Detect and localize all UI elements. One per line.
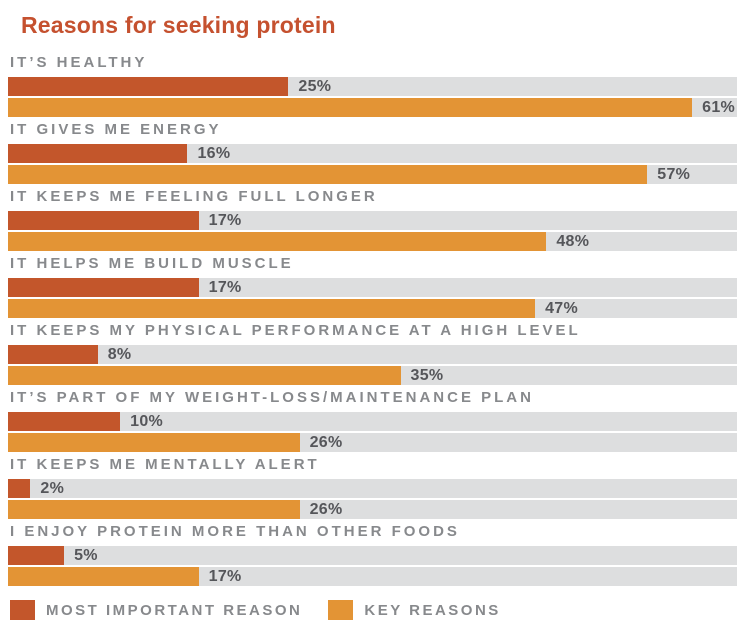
category-label: IT KEEPS MY PHYSICAL PERFORMANCE AT A HI… bbox=[10, 322, 581, 339]
legend-swatch-most-important bbox=[10, 600, 35, 620]
chart-row: IT’S HEALTHY 25% 61% bbox=[8, 55, 737, 117]
bar-key-reasons bbox=[8, 500, 300, 519]
bar-track-most-important: 8% bbox=[8, 345, 737, 364]
bar-track-key-reasons: 48% bbox=[8, 232, 737, 251]
value-label-most-important: 2% bbox=[40, 479, 65, 497]
chart-title: Reasons for seeking protein bbox=[21, 12, 336, 38]
bar-key-reasons bbox=[8, 366, 401, 385]
value-label-most-important: 25% bbox=[298, 77, 332, 95]
bar-track-key-reasons: 61% bbox=[8, 98, 737, 117]
value-label-key-reasons: 26% bbox=[309, 500, 343, 518]
category-label: IT GIVES ME ENERGY bbox=[10, 121, 222, 138]
bar-most-important bbox=[8, 278, 199, 297]
value-label-key-reasons: 61% bbox=[702, 98, 736, 116]
bar-most-important bbox=[8, 77, 289, 96]
chart-row: IT’S PART OF MY WEIGHT-LOSS/MAINTENANCE … bbox=[8, 390, 737, 452]
bar-most-important bbox=[8, 345, 98, 364]
value-label-most-important: 16% bbox=[197, 144, 231, 162]
bar-most-important bbox=[8, 144, 188, 163]
bar-most-important bbox=[8, 412, 121, 431]
category-label: IT HELPS ME BUILD MUSCLE bbox=[10, 255, 294, 272]
value-label-key-reasons: 47% bbox=[545, 299, 579, 317]
chart-body: IT’S HEALTHY 25% 61% IT GIVES ME ENERGY … bbox=[8, 55, 737, 586]
bar-track-most-important: 10% bbox=[8, 412, 737, 431]
bar-track-key-reasons: 47% bbox=[8, 299, 737, 318]
bar-most-important bbox=[8, 211, 199, 230]
chart-row: IT KEEPS ME FEELING FULL LONGER 17% 48% bbox=[8, 189, 737, 251]
value-label-key-reasons: 48% bbox=[556, 232, 590, 250]
value-label-key-reasons: 35% bbox=[410, 366, 444, 384]
category-label: I ENJOY PROTEIN MORE THAN OTHER FOODS bbox=[10, 523, 460, 540]
legend-label-most-important: MOST IMPORTANT REASON bbox=[46, 601, 303, 619]
bar-track-key-reasons: 57% bbox=[8, 165, 737, 184]
chart-row: I ENJOY PROTEIN MORE THAN OTHER FOODS 5%… bbox=[8, 524, 737, 586]
bar-track-most-important: 17% bbox=[8, 211, 737, 230]
bar-most-important bbox=[8, 546, 65, 565]
bar-key-reasons bbox=[8, 98, 693, 117]
value-label-key-reasons: 26% bbox=[309, 433, 343, 451]
value-label-most-important: 10% bbox=[130, 412, 164, 430]
legend: MOST IMPORTANT REASON KEY REASONS bbox=[10, 600, 737, 620]
value-label-most-important: 17% bbox=[208, 278, 242, 296]
bar-key-reasons bbox=[8, 567, 199, 586]
category-label: IT KEEPS ME MENTALLY ALERT bbox=[10, 456, 320, 473]
category-label: IT’S PART OF MY WEIGHT-LOSS/MAINTENANCE … bbox=[10, 389, 534, 406]
legend-swatch-key-reasons bbox=[328, 600, 354, 620]
value-label-most-important: 17% bbox=[208, 211, 242, 229]
value-label-key-reasons: 17% bbox=[208, 567, 242, 585]
category-label: IT’S HEALTHY bbox=[10, 54, 148, 71]
chart-row: IT HELPS ME BUILD MUSCLE 17% 47% bbox=[8, 256, 737, 318]
bar-key-reasons bbox=[8, 232, 547, 251]
bar-key-reasons bbox=[8, 299, 536, 318]
legend-label-key-reasons: KEY REASONS bbox=[364, 601, 501, 619]
bar-most-important bbox=[8, 479, 31, 498]
chart-row: IT GIVES ME ENERGY 16% 57% bbox=[8, 122, 737, 184]
bar-track-most-important: 16% bbox=[8, 144, 737, 163]
bar-key-reasons bbox=[8, 433, 300, 452]
bar-track-key-reasons: 26% bbox=[8, 500, 737, 519]
bar-track-most-important: 17% bbox=[8, 278, 737, 297]
value-label-key-reasons: 57% bbox=[657, 165, 691, 183]
bar-track-most-important: 2% bbox=[8, 479, 737, 498]
bar-track-key-reasons: 17% bbox=[8, 567, 737, 586]
bar-track-most-important: 25% bbox=[8, 77, 737, 96]
chart-row: IT KEEPS ME MENTALLY ALERT 2% 26% bbox=[8, 457, 737, 519]
value-label-most-important: 8% bbox=[107, 345, 132, 363]
value-label-most-important: 5% bbox=[74, 546, 98, 564]
bar-track-most-important: 5% bbox=[8, 546, 737, 565]
bar-track-key-reasons: 35% bbox=[8, 366, 737, 385]
bar-key-reasons bbox=[8, 165, 648, 184]
category-label: IT KEEPS ME FEELING FULL LONGER bbox=[10, 188, 378, 205]
bar-track-key-reasons: 26% bbox=[8, 433, 737, 452]
chart-row: IT KEEPS MY PHYSICAL PERFORMANCE AT A HI… bbox=[8, 323, 737, 385]
